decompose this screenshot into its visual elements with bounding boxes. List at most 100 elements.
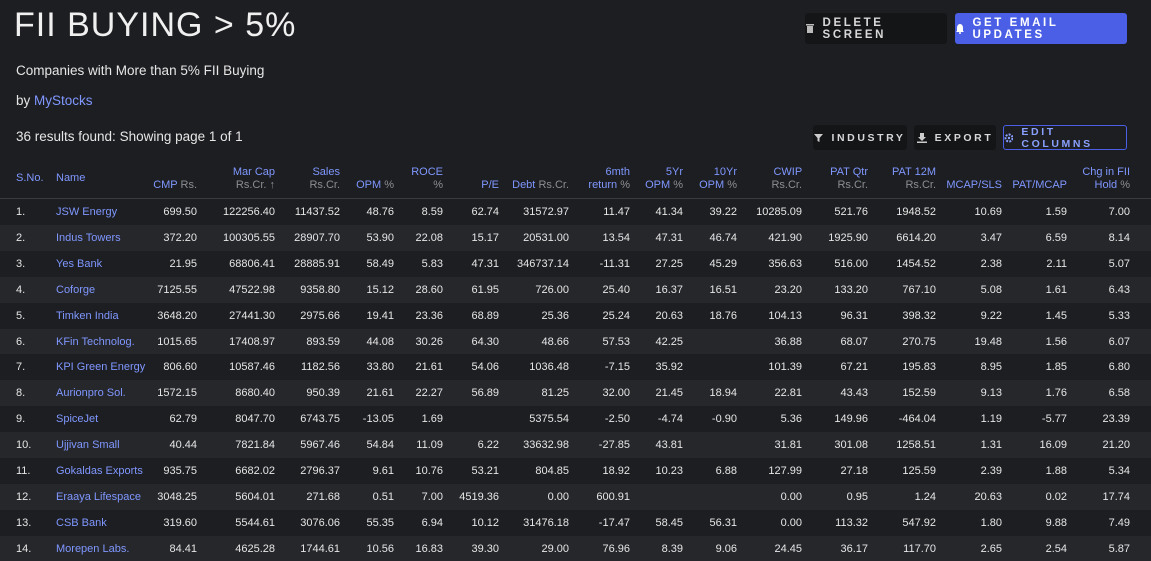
company-link[interactable]: Timken India <box>56 309 119 322</box>
cell: 270.75 <box>902 335 936 348</box>
cell: 96.31 <box>840 309 868 322</box>
cell: 19.41 <box>366 309 394 322</box>
table-row: 14. Morepen Labs. 84.41 4625.28 1744.61 10.56… <box>0 535 1151 561</box>
cell: 81.25 <box>541 387 569 400</box>
cell: 1.69 <box>421 413 443 426</box>
cell: 1572.15 <box>157 387 197 400</box>
cell: 398.32 <box>902 309 936 322</box>
column-header: CWIP Rs.Cr. <box>764 166 802 192</box>
cell: 25.40 <box>602 283 630 296</box>
cell: -27.85 <box>598 439 630 452</box>
cell: 17.74 <box>1102 490 1130 503</box>
company-link[interactable]: Ujjivan Small <box>56 439 120 452</box>
cell: -7.15 <box>604 361 630 374</box>
column-unit: % <box>1120 179 1130 191</box>
column-header: Debt Rs.Cr. <box>507 179 569 192</box>
cell: 68806.41 <box>229 257 275 270</box>
company-link[interactable]: Aurionpro Sol. <box>56 387 126 400</box>
cell: 0.95 <box>846 490 868 503</box>
cell: 6.58 <box>1108 387 1130 400</box>
cell: 31572.97 <box>523 206 569 218</box>
column-name: 5Yr OPM <box>645 166 683 191</box>
cell: 27441.30 <box>229 309 275 322</box>
cell: 23.39 <box>1102 413 1130 426</box>
table-row: 7. KPI Green Energy 806.60 10587.46 1182.56 3… <box>0 354 1151 381</box>
cell: 5.07 <box>1108 257 1130 270</box>
cell: 149.96 <box>834 413 868 426</box>
cell: 48.76 <box>366 206 394 218</box>
column-name: Name <box>56 172 86 184</box>
column-name: PAT Qtr <box>830 166 868 178</box>
cell: 8.39 <box>661 542 683 555</box>
column-name: Debt <box>512 179 536 191</box>
column-unit: % <box>384 179 394 191</box>
company-link[interactable]: JSW Energy <box>56 206 118 218</box>
table-row: 3. Yes Bank 21.95 68806.41 28885.91 58.49 5.83… <box>0 250 1151 277</box>
company-link[interactable]: KFin Technolog. <box>56 335 135 348</box>
cell: 15.17 <box>471 231 499 244</box>
email-button[interactable]: GET EMAIL UPDATES <box>955 13 1127 44</box>
cell: 804.85 <box>535 465 569 477</box>
cell: 18.94 <box>709 387 737 400</box>
column-header: Mar Cap Rs.Cr. ↑ <box>227 166 275 192</box>
results: 36 results found: Showing page 1 of 1 <box>16 129 243 144</box>
cell: 3048.25 <box>157 490 197 503</box>
company-link[interactable]: SpiceJet <box>56 413 99 426</box>
cell: 372.20 <box>163 231 197 244</box>
company-link[interactable]: CSB Bank <box>56 516 107 529</box>
column-header: CMP Rs. <box>147 179 197 192</box>
download-icon <box>916 132 927 143</box>
cell: 726.00 <box>535 283 569 296</box>
cell: 4625.28 <box>235 542 275 555</box>
link[interactable]: MyStocks <box>34 93 93 108</box>
table-row: 9. SpiceJet 62.79 8047.70 6743.75 -13.05 1.69 5… <box>0 406 1151 433</box>
cell: -4.74 <box>657 413 683 426</box>
cell: 6682.02 <box>235 465 275 477</box>
company-link[interactable]: Coforge <box>56 283 96 296</box>
cell: 23.36 <box>415 309 443 322</box>
cell: 1.59 <box>1045 206 1067 218</box>
column-unit: Rs. <box>180 179 198 191</box>
company-link[interactable]: Morepen Labs. <box>56 542 130 555</box>
table-row: 11. Gokaldas Exports 935.75 6682.02 2796.37 9… <box>0 458 1151 484</box>
cell: 15.12 <box>366 283 394 296</box>
cell: 113.32 <box>835 516 868 529</box>
company-link[interactable]: Indus Towers <box>56 231 121 244</box>
cell: 33632.98 <box>523 439 569 452</box>
column-header: P/E <box>459 179 499 192</box>
trash-icon <box>806 24 814 33</box>
button-label: EXPORT <box>934 131 994 144</box>
cell: 104.13 <box>768 309 802 322</box>
company-link[interactable]: Gokaldas Exports <box>56 465 143 477</box>
cell: 20.63 <box>974 490 1002 503</box>
cell: 67.21 <box>840 361 868 374</box>
company-link[interactable]: Eraaya Lifespace <box>56 490 141 503</box>
cell: 47.31 <box>655 231 683 244</box>
company-link[interactable]: Yes Bank <box>56 257 103 270</box>
delete-button[interactable]: DELETE SCREEN <box>805 13 947 44</box>
cell: 2975.66 <box>300 309 340 322</box>
cell: 28885.91 <box>294 257 340 270</box>
cell: 44.08 <box>366 335 394 348</box>
cell: 6.88 <box>715 465 737 477</box>
edit-columns-button[interactable]: EDIT COLUMNS <box>1003 125 1127 150</box>
cell: 11.47 <box>603 206 630 218</box>
cell: 6.22 <box>477 439 499 452</box>
cell: -11.31 <box>599 257 630 270</box>
company-link[interactable]: KPI Green Energy <box>56 361 146 374</box>
cell: 1454.52 <box>896 257 936 270</box>
cell: 1.85 <box>1045 361 1067 374</box>
cell: 9.13 <box>980 387 1002 400</box>
export-button[interactable]: EXPORT <box>914 125 996 150</box>
table-row: 8. Aurionpro Sol. 1572.15 8680.40 950.39 21.6… <box>0 380 1151 407</box>
cell: 22.81 <box>774 387 802 400</box>
button-label: GET EMAIL UPDATES <box>972 16 1059 41</box>
cell: 122256.40 <box>223 206 275 218</box>
cell: 9. <box>16 413 26 426</box>
cell: 48.66 <box>541 335 569 348</box>
cell: 7.00 <box>1108 206 1130 218</box>
cell: -2.50 <box>604 413 630 426</box>
cell: 11. <box>16 465 31 477</box>
industry-button[interactable]: INDUSTRY <box>813 125 907 150</box>
cell: 0.51 <box>372 490 394 503</box>
